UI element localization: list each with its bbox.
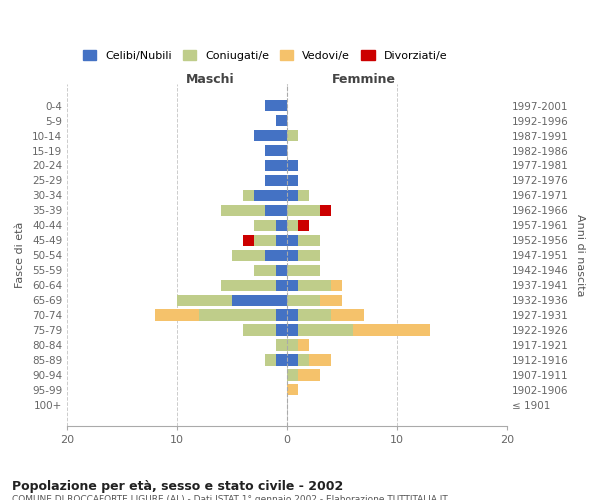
Bar [265,175,287,186]
Bar [199,310,276,320]
Bar [287,250,298,261]
Bar [287,204,320,216]
Bar [276,234,287,246]
Bar [298,234,320,246]
Bar [254,220,276,231]
Bar [177,294,232,306]
Bar [221,280,276,291]
Bar [331,310,364,320]
Bar [265,204,287,216]
Bar [276,354,287,366]
Bar [254,234,276,246]
Bar [287,294,320,306]
Text: Popolazione per età, sesso e stato civile - 2002: Popolazione per età, sesso e stato civil… [12,480,343,493]
Bar [254,190,287,201]
Bar [243,190,254,201]
Bar [254,264,276,276]
Bar [298,324,353,336]
Bar [287,175,298,186]
Bar [298,280,331,291]
Bar [298,190,309,201]
Bar [276,280,287,291]
Text: Femmine: Femmine [332,73,396,86]
Bar [287,160,298,171]
Bar [276,220,287,231]
Bar [232,294,287,306]
Bar [287,310,298,320]
Y-axis label: Fasce di età: Fasce di età [15,222,25,288]
Bar [298,220,309,231]
Bar [320,204,331,216]
Bar [276,264,287,276]
Bar [331,280,342,291]
Bar [265,354,276,366]
Bar [276,115,287,126]
Bar [298,250,320,261]
Bar [298,370,320,380]
Bar [232,250,265,261]
Bar [243,234,254,246]
Bar [276,310,287,320]
Bar [298,310,331,320]
Bar [287,234,298,246]
Bar [155,310,199,320]
Bar [287,324,298,336]
Bar [243,324,276,336]
Bar [276,324,287,336]
Bar [265,160,287,171]
Legend: Celibi/Nubili, Coniugati/e, Vedovi/e, Divorziati/e: Celibi/Nubili, Coniugati/e, Vedovi/e, Di… [78,46,452,66]
Bar [287,130,298,141]
Bar [320,294,342,306]
Y-axis label: Anni di nascita: Anni di nascita [575,214,585,296]
Bar [298,340,309,350]
Bar [287,264,320,276]
Bar [221,204,265,216]
Bar [298,354,309,366]
Bar [287,370,298,380]
Bar [254,130,287,141]
Bar [287,384,298,396]
Bar [287,220,298,231]
Bar [287,280,298,291]
Bar [265,250,287,261]
Text: Maschi: Maschi [185,73,234,86]
Bar [287,354,298,366]
Bar [353,324,430,336]
Bar [309,354,331,366]
Bar [287,340,298,350]
Bar [287,190,298,201]
Text: COMUNE DI ROCCAFORTE LIGURE (AL) - Dati ISTAT 1° gennaio 2002 - Elaborazione TUT: COMUNE DI ROCCAFORTE LIGURE (AL) - Dati … [12,495,448,500]
Bar [265,100,287,111]
Bar [276,340,287,350]
Bar [265,145,287,156]
